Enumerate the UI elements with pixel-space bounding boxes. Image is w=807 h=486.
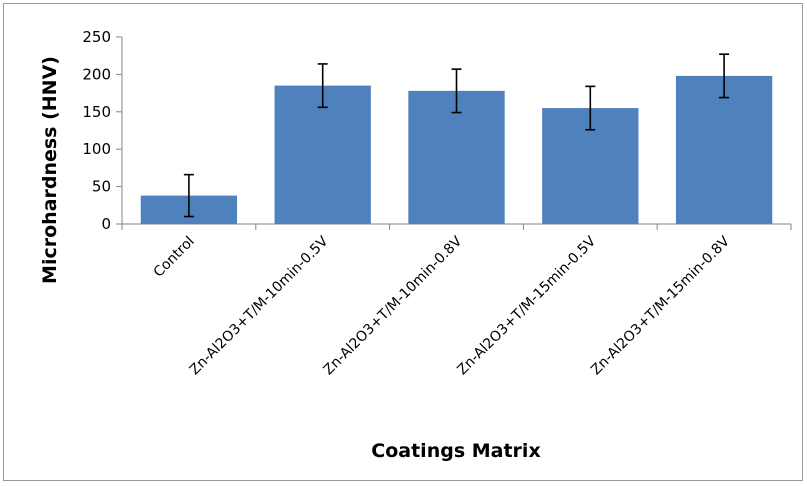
y-tick-label: 150 <box>82 103 111 121</box>
y-axis: 0 50 100 150 200 250 <box>82 28 123 233</box>
category-labels: ControlZn-Al2O3+T/M-10min-0.5VZn-Al2O3+T… <box>151 233 734 378</box>
error-bar <box>317 63 328 109</box>
category-label: Zn-Al2O3+T/M-10min-0.8V <box>321 233 466 378</box>
bars <box>140 75 773 225</box>
y-tick-label: 100 <box>82 140 111 158</box>
bar <box>274 85 371 225</box>
error-bars <box>183 53 730 218</box>
bar <box>675 75 773 224</box>
y-tick-label: 50 <box>92 178 111 196</box>
category-label: Zn-Al2O3+T/M-15min-0.8V <box>588 233 733 378</box>
y-tick-label: 250 <box>82 28 111 46</box>
chart-frame <box>3 3 803 481</box>
category-label: Zn-Al2O3+T/M-10min-0.5V <box>187 233 332 378</box>
y-axis-title: Microhardness (HNV) <box>39 56 61 284</box>
error-bar <box>183 173 194 218</box>
category-label: Control <box>151 234 198 281</box>
x-axis-title: Coatings Matrix <box>371 440 540 462</box>
y-tick-label: 0 <box>101 215 111 233</box>
error-bar <box>719 53 730 99</box>
y-tick-label: 200 <box>82 65 111 83</box>
error-bar <box>585 85 596 131</box>
x-axis <box>121 223 792 230</box>
error-bar <box>451 68 462 114</box>
category-label: Zn-Al2O3+T/M-15min-0.5V <box>454 233 599 378</box>
